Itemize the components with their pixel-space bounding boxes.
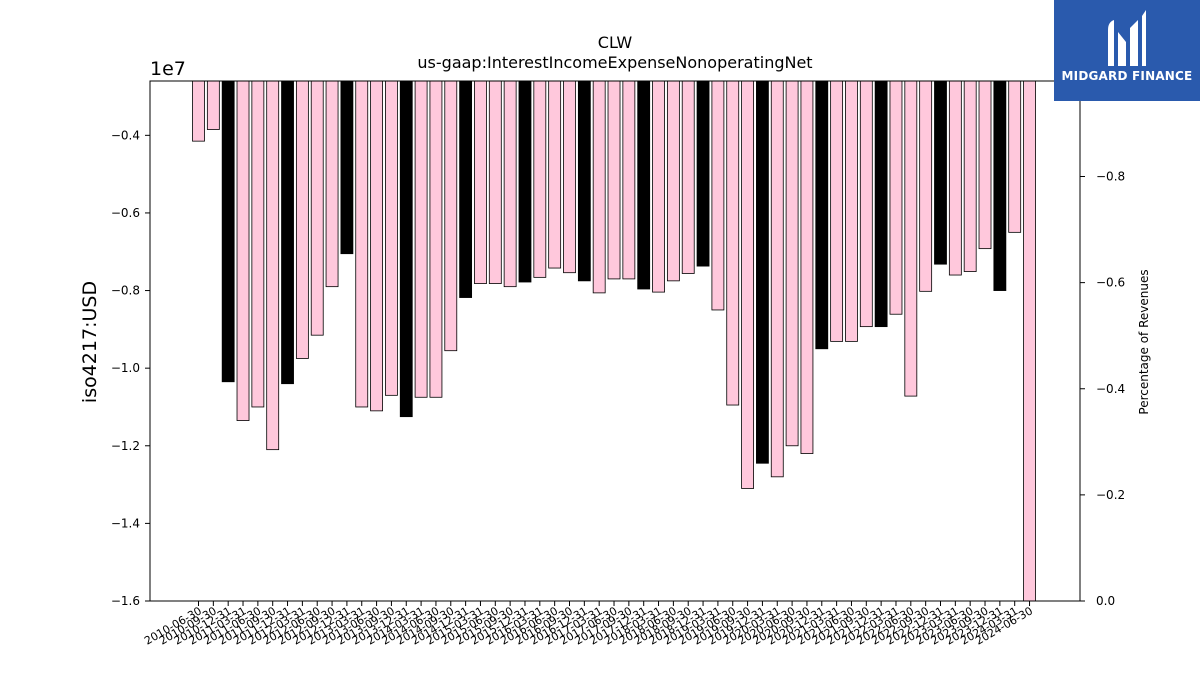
- y-tick-label: −0.6: [111, 206, 140, 220]
- y2-tick-label: 0.0: [1096, 594, 1115, 608]
- bar: [756, 80, 769, 464]
- bar: [919, 80, 933, 292]
- bar: [993, 80, 1007, 291]
- bar: [281, 80, 294, 385]
- bar: [474, 80, 487, 284]
- bar: [845, 80, 858, 342]
- bar: [340, 80, 354, 255]
- y-tick-label: −1.4: [111, 516, 140, 530]
- bar: [904, 80, 918, 397]
- midgard-logo-icon: [1108, 10, 1146, 66]
- brand-logo: MIDGARD FINANCE: [1054, 0, 1200, 101]
- y2-tick-label: −0.8: [1096, 170, 1125, 184]
- bar: [785, 80, 799, 447]
- bar: [295, 80, 309, 359]
- bar: [711, 80, 725, 311]
- y-tick-label: −1.6: [111, 594, 140, 608]
- bar: [251, 80, 265, 408]
- y2-axis-label: Percentage of Revenues: [1137, 269, 1151, 414]
- bar: [577, 80, 591, 282]
- bar: [192, 80, 205, 142]
- chart-title: CLW: [598, 33, 633, 52]
- chart-subtitle: us-gaap:InterestIncomeExpenseNonoperatin…: [417, 53, 812, 72]
- bar: [607, 80, 621, 280]
- bar: [874, 80, 888, 328]
- bar: [370, 80, 383, 412]
- y-tick-label: −1.2: [111, 439, 140, 453]
- bar: [934, 80, 947, 265]
- bar: [859, 80, 873, 328]
- offset-text: 1e7: [150, 58, 186, 80]
- bar: [622, 80, 636, 280]
- bar: [815, 80, 829, 350]
- bar: [503, 80, 517, 288]
- y2-tick-label: −0.6: [1096, 276, 1125, 290]
- bar: [399, 80, 413, 418]
- y2-tick-label: −0.2: [1096, 488, 1125, 502]
- y-tick-label: −0.4: [111, 128, 140, 142]
- bar: [652, 80, 665, 293]
- bars-group: [192, 80, 1036, 602]
- bar: [741, 80, 754, 489]
- bar: [963, 80, 977, 272]
- bar: [830, 80, 844, 342]
- bar: [889, 80, 903, 315]
- plot-frame: [149, 80, 1081, 602]
- bar: [548, 80, 562, 269]
- bar: [206, 80, 220, 130]
- y-tick-label: −1.0: [111, 361, 140, 375]
- bar: [414, 80, 428, 398]
- bar: [948, 80, 962, 276]
- axes-group: 2010-06-302010-09-302010-12-312011-03-31…: [111, 128, 1125, 647]
- bar: [310, 80, 324, 336]
- bar: [429, 80, 443, 398]
- bar: [236, 80, 250, 421]
- logo-text: MIDGARD FINANCE: [1061, 69, 1193, 83]
- bar: [666, 80, 680, 282]
- bar: [355, 80, 369, 408]
- bar: [518, 80, 532, 283]
- bar: [978, 80, 992, 250]
- bar: [533, 80, 547, 278]
- bar: [563, 80, 576, 274]
- bar: [1008, 80, 1022, 233]
- bar: [325, 80, 339, 288]
- bar: [488, 80, 502, 284]
- y2-tick-label: −0.4: [1096, 382, 1125, 396]
- y-axis-label: iso4217:USD: [79, 281, 101, 403]
- bar: [800, 80, 814, 454]
- bar: [637, 80, 651, 290]
- bar: [385, 80, 398, 396]
- bar: [1023, 80, 1036, 602]
- bar: [459, 80, 473, 298]
- bar: [770, 80, 784, 478]
- bar: [266, 80, 280, 451]
- bar: [221, 80, 235, 383]
- bar: [726, 80, 740, 406]
- y-tick-label: −0.8: [111, 284, 140, 298]
- bar: [681, 80, 695, 274]
- bar: [444, 80, 458, 352]
- bar: [696, 80, 710, 267]
- bar: [592, 80, 606, 294]
